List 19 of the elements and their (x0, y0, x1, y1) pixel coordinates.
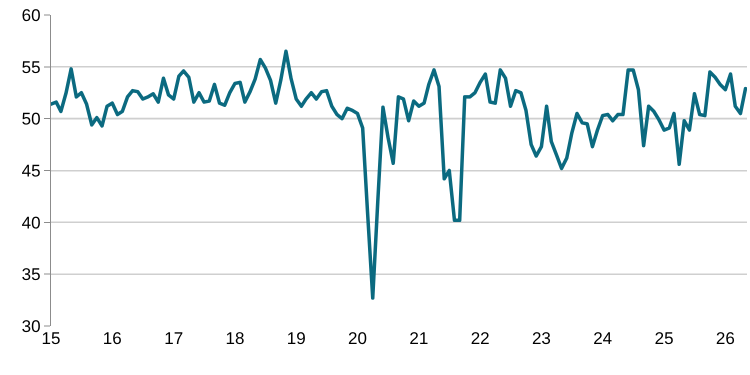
x-tick-label: 21 (409, 329, 428, 348)
x-tick-label: 23 (532, 329, 551, 348)
x-tick-label: 26 (716, 329, 735, 348)
x-tick-label: 17 (164, 329, 184, 348)
x-tick-label: 19 (286, 329, 306, 348)
x-tick-label: 24 (593, 329, 612, 348)
y-tick-label: 35 (22, 265, 41, 284)
y-tick-label: 50 (22, 110, 41, 129)
y-tick-label: 60 (22, 6, 41, 25)
x-tick-label: 22 (470, 329, 490, 348)
x-tick-label: 18 (225, 329, 244, 348)
x-tick-label: 25 (654, 329, 674, 348)
x-tick-label: 16 (102, 329, 122, 348)
y-tick-label: 55 (22, 58, 41, 77)
y-tick-label: 40 (22, 213, 41, 232)
y-tick-label: 30 (22, 316, 41, 336)
x-tick-label: 20 (348, 329, 367, 348)
y-tick-label: 45 (22, 161, 41, 180)
x-tick-label: 15 (42, 329, 60, 348)
